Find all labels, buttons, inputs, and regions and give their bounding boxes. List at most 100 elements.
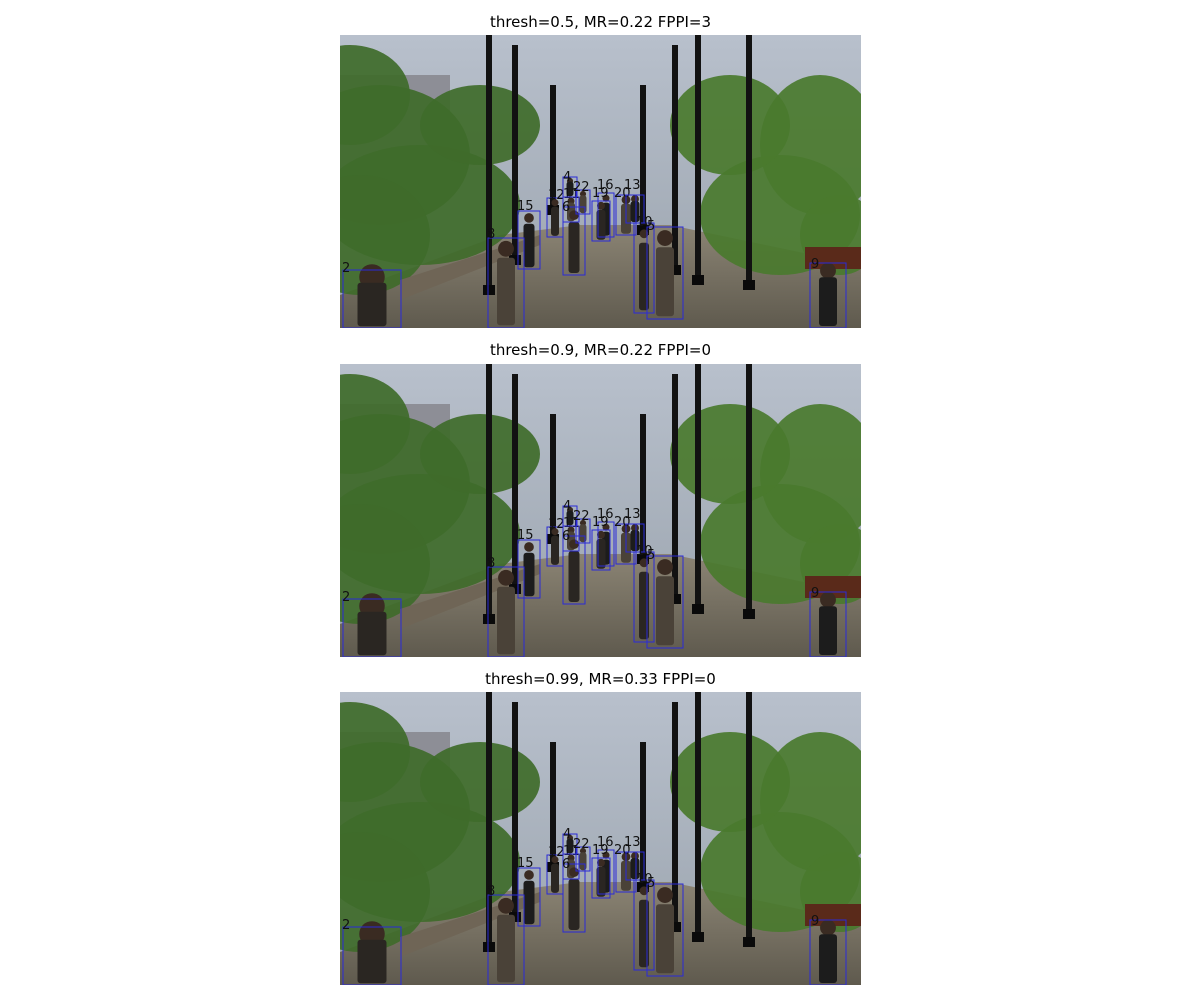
detection-box: [342, 926, 402, 985]
detection-label: 6: [562, 529, 570, 544]
pedestrian-body: [656, 247, 674, 317]
detection-label: 19: [592, 186, 609, 201]
detection-label: 6: [562, 857, 570, 872]
foliage: [340, 45, 410, 145]
detection-box: [517, 210, 541, 270]
pedestrian-head: [602, 851, 610, 859]
pedestrian-body: [497, 257, 515, 326]
detection-box: [646, 883, 684, 977]
lamp-post: [640, 742, 646, 892]
detection-label: 11: [563, 187, 580, 202]
detection-box: [809, 919, 847, 985]
detection-label: 22: [573, 180, 590, 195]
pedestrian-head: [551, 856, 559, 864]
detection-label: 22: [573, 837, 590, 852]
detection-box: [517, 867, 541, 927]
pedestrian-head: [597, 201, 605, 210]
lamp-post: [512, 702, 518, 922]
detection-label: 4: [563, 827, 571, 842]
detection-label: 2: [342, 918, 350, 933]
pedestrian-head: [631, 852, 639, 860]
detection-label: 12: [548, 188, 565, 203]
detection-label: 15: [517, 199, 534, 214]
pedestrian-head: [602, 194, 610, 202]
detection-box: [562, 833, 578, 855]
scene-image-1: 2 8 15 12 11 4 6 22 16 19 20 13 10 5 9: [340, 35, 861, 328]
detection-label: 10: [636, 544, 653, 559]
lamp-base: [692, 932, 704, 942]
panel-title-1: thresh=0.5, MR=0.22 FPPI=3: [489, 13, 712, 31]
detection-box: [809, 591, 847, 657]
lamp-base: [743, 937, 755, 947]
detection-box: [633, 222, 655, 314]
pedestrian-head: [551, 199, 559, 207]
detection-box: [809, 262, 847, 328]
pedestrian-body: [656, 576, 674, 646]
detection-box: [487, 566, 525, 657]
pedestrian-head: [498, 569, 514, 586]
pedestrian-head: [639, 229, 649, 239]
detection-box: [562, 535, 586, 605]
pedestrian-head: [602, 523, 610, 531]
detection-label: 5: [647, 219, 655, 234]
detection-box: [591, 200, 611, 242]
detection-label: 16: [597, 507, 614, 522]
detection-label: 16: [597, 178, 614, 193]
detection-box: [646, 555, 684, 649]
pedestrian-head: [551, 528, 559, 536]
pedestrian-body: [551, 206, 559, 236]
lamp-post: [672, 45, 678, 275]
pedestrian-body: [497, 586, 515, 655]
lamp-post: [672, 374, 678, 604]
foliage: [670, 75, 790, 175]
foliage: [670, 404, 790, 504]
detection-label: 11: [563, 516, 580, 531]
detection-box: [342, 269, 402, 328]
detection-box: [562, 863, 586, 933]
lamp-post: [512, 374, 518, 594]
pedestrian-body: [523, 880, 535, 925]
lamp-base: [669, 922, 681, 932]
lamp-base: [509, 912, 521, 922]
pedestrian-body: [551, 863, 559, 893]
pedestrian-body: [819, 277, 837, 327]
detection-label: 9: [811, 586, 819, 601]
pedestrian-body: [630, 201, 640, 223]
detection-label: 2: [342, 261, 350, 276]
scene-image-2: 2 8 15 12 11 4 6 22 16 19 20 13 10 5 9: [340, 364, 861, 657]
lamp-post: [640, 414, 646, 564]
lamp-post: [486, 364, 492, 624]
pedestrian-body: [568, 221, 580, 273]
detection-label: 8: [487, 884, 495, 899]
detection-label: 5: [647, 548, 655, 563]
pedestrian-head: [820, 591, 836, 608]
lamp-post: [746, 692, 752, 947]
pedestrian-body: [630, 530, 640, 552]
pedestrian-body: [357, 611, 387, 656]
detection-label: 19: [592, 843, 609, 858]
lamp-post: [550, 85, 556, 215]
detection-label: 13: [624, 835, 641, 850]
pedestrian-body: [551, 535, 559, 565]
pedestrian-body: [523, 223, 535, 268]
lamp-post: [672, 702, 678, 932]
pedestrian-body: [357, 939, 387, 984]
lamp-base: [669, 594, 681, 604]
detection-box: [487, 237, 525, 328]
lamp-base: [509, 255, 521, 265]
pedestrian-head: [657, 230, 673, 246]
pedestrian-head: [657, 559, 673, 575]
lamp-base: [669, 265, 681, 275]
detection-label: 4: [563, 170, 571, 185]
detection-label: 2: [342, 590, 350, 605]
detection-label: 6: [562, 200, 570, 215]
lamp-post: [746, 35, 752, 290]
pedestrian-body: [566, 510, 574, 526]
detection-label: 9: [811, 914, 819, 929]
pedestrian-head: [657, 887, 673, 903]
pedestrian-head: [639, 558, 649, 568]
detection-box: [597, 192, 615, 238]
lamp-base: [743, 280, 755, 290]
pedestrian-body: [596, 209, 606, 240]
pedestrian-body: [497, 914, 515, 983]
